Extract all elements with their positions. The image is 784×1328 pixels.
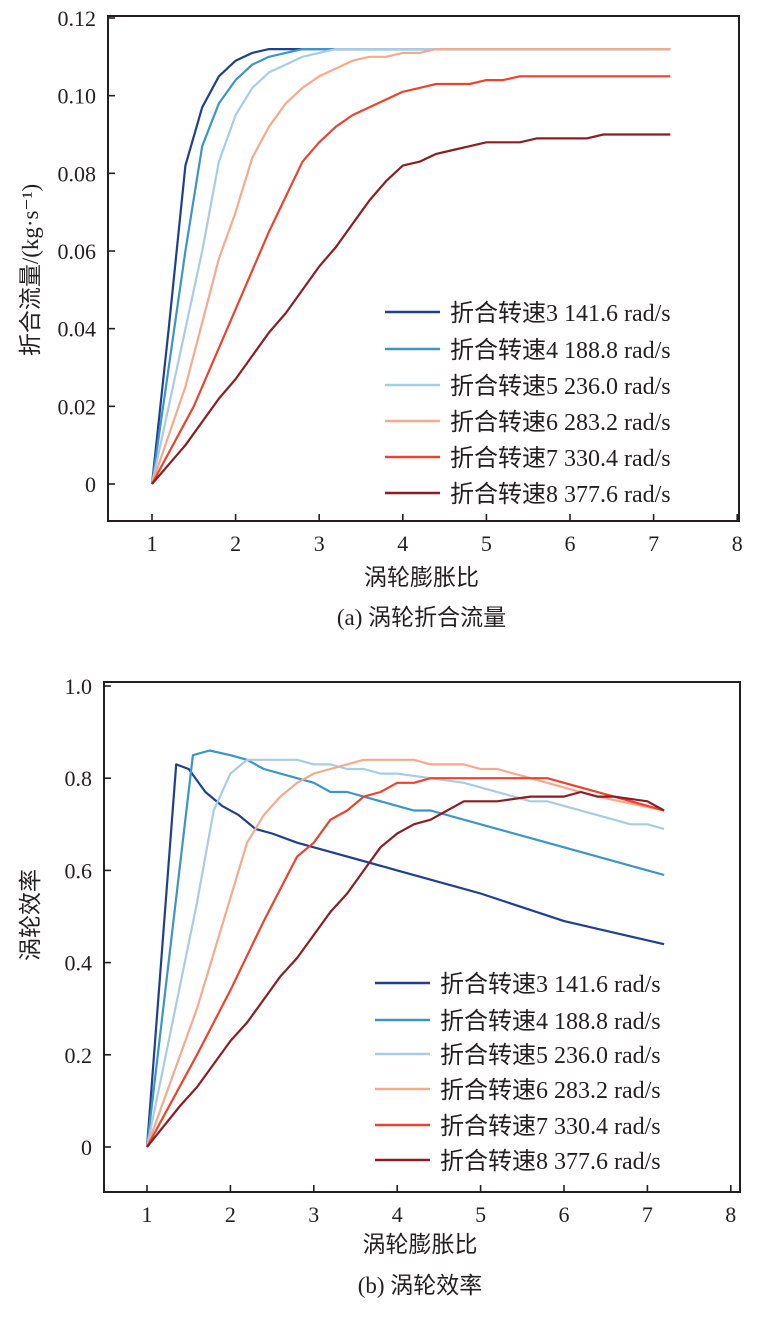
x-tick-label: 7 xyxy=(642,1202,653,1227)
chart-efficiency: 1 2 3 4 5 6 7 8 0 0.2 0.4 0.6 0.8 1.0 涡轮膨胀比 (b) 涡轮效率 涡轮效… xyxy=(18,674,741,1298)
legend-label: 折合转速5 236.0 rad/s xyxy=(440,1042,661,1069)
series-line-8 xyxy=(151,133,671,485)
x-tick-label: 1 xyxy=(147,531,158,556)
y-tick-label: 0.6 xyxy=(65,858,93,883)
x-tick-label: 3 xyxy=(308,1202,319,1227)
legend-label: 折合转速6 283.2 rad/s xyxy=(440,1077,661,1104)
legend-label: 折合转速4 188.8 rad/s xyxy=(440,1008,661,1035)
series-line-6 xyxy=(150,47,671,485)
x-tick-label: 6 xyxy=(565,531,576,556)
plot-frame xyxy=(107,15,740,522)
x-axis-label: 涡轮膨胀比 xyxy=(363,1232,478,1257)
y-tick-label: 0.04 xyxy=(58,317,97,342)
x-tick-label: 5 xyxy=(481,531,492,556)
x-tick-label: 7 xyxy=(648,531,659,556)
legend-label: 折合转速5 236.0 rad/s xyxy=(450,373,671,400)
x-tick-label: 1 xyxy=(142,1202,153,1227)
y-tick-label: 0 xyxy=(81,1135,92,1160)
legend: 折合转速3 141.6 rad/s 折合转速4 188.8 rad/s 折合转速5 … xyxy=(385,300,671,508)
figure-caption: (b) 涡轮效率 xyxy=(358,1273,483,1298)
series-line-7 xyxy=(151,75,671,485)
x-tick-label: 3 xyxy=(314,531,325,556)
y-tick-label: 0.10 xyxy=(58,84,97,109)
series-line-4 xyxy=(150,47,671,485)
legend-label: 折合转速8 377.6 rad/s xyxy=(440,1148,661,1175)
y-tick-label: 0.08 xyxy=(58,161,97,186)
legend-label: 折合转速3 141.6 rad/s xyxy=(450,300,671,327)
x-tick-label: 5 xyxy=(475,1202,486,1227)
y-tick-label: 0.02 xyxy=(58,394,97,419)
y-tick-label: 0.06 xyxy=(58,239,97,264)
series-line-3 xyxy=(150,47,671,485)
x-tick-label: 2 xyxy=(225,1202,236,1227)
series-line-8 xyxy=(146,790,665,1148)
chart-flow: 1 2 3 4 5 6 7 8 0 0.02 0.04 0.06 0.08 0.10 0.12 涡轮膨胀比 (a… xyxy=(18,6,743,630)
series-line-7 xyxy=(146,777,665,1148)
legend-label: 折合转速6 283.2 rad/s xyxy=(450,409,671,436)
y-tick-label: 1.0 xyxy=(65,674,93,699)
y-tick-label: 0.12 xyxy=(58,6,97,31)
x-tick-label: 8 xyxy=(725,1202,736,1227)
y-tick-label: 0.8 xyxy=(65,766,93,791)
legend-label: 折合转速4 188.8 rad/s xyxy=(450,337,671,364)
x-tick-label: 8 xyxy=(732,531,743,556)
x-tick-label: 2 xyxy=(230,531,241,556)
y-axis-label: 折合流量/(kg·s⁻¹) xyxy=(18,184,43,356)
plot-frame xyxy=(103,681,741,1193)
x-tick-label: 6 xyxy=(559,1202,570,1227)
figure-caption: (a) 涡轮折合流量 xyxy=(337,605,506,630)
legend-label: 折合转速3 141.6 rad/s xyxy=(440,971,661,998)
series-line-5 xyxy=(145,758,665,1148)
x-axis-label: 涡轮膨胀比 xyxy=(364,565,479,590)
series-line-4 xyxy=(145,749,665,1148)
y-tick-label: 0.2 xyxy=(65,1043,93,1068)
y-tick-label: 0 xyxy=(85,472,96,497)
x-tick-label: 4 xyxy=(397,531,408,556)
x-tick-label: 4 xyxy=(392,1202,403,1227)
legend: 折合转速3 141.6 rad/s 折合转速4 188.8 rad/s 折合转速5 … xyxy=(375,971,661,1175)
y-tick-label: 0.4 xyxy=(65,951,93,976)
y-axis-label: 涡轮效率 xyxy=(18,869,43,961)
legend-label: 折合转速7 330.4 rad/s xyxy=(450,445,671,472)
series-line-5 xyxy=(150,47,671,485)
legend-label: 折合转速7 330.4 rad/s xyxy=(440,1113,661,1140)
legend-label: 折合转速8 377.6 rad/s xyxy=(450,481,671,508)
